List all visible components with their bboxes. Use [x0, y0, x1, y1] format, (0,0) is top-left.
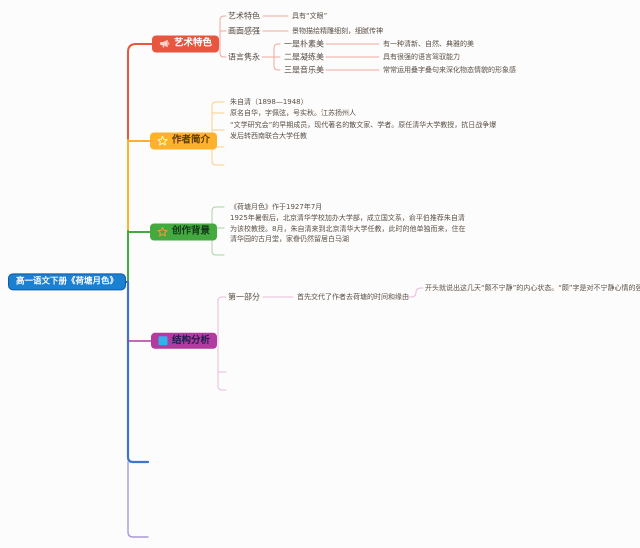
- root-node[interactable]: 高一语文下册《荷塘月色》: [8, 273, 127, 291]
- subtopic-picture-sense[interactable]: 画面感强: [228, 26, 260, 36]
- leaf-written-date[interactable]: 《荷塘月色》作于1927年7月: [230, 203, 323, 211]
- branch-node-art-features[interactable]: 艺术特色: [152, 35, 220, 53]
- branch-label: 创作背景: [172, 225, 211, 237]
- leaf-art-feature[interactable]: 具有“文眼”: [292, 12, 328, 20]
- branch-node-author-intro[interactable]: 作者简介: [150, 132, 218, 150]
- megaphone-icon: [159, 39, 170, 50]
- star-icon: [157, 135, 168, 147]
- subtopic-art-feature[interactable]: 艺术特色: [228, 11, 260, 21]
- leaf-author-name[interactable]: 朱自清（1898—1948）: [230, 98, 308, 106]
- branch-label: 艺术特色: [174, 37, 213, 49]
- leaf-part-one-note[interactable]: 开头就说出这几天“颇不宁静”的内心状态。“颇”字是对不宁静心情的强调: [425, 284, 640, 292]
- subtopic-concise-beauty[interactable]: 二是凝练美: [284, 52, 324, 62]
- subtopic-part-one[interactable]: 第一部分: [228, 292, 260, 302]
- branch-label: 结构分析: [172, 334, 211, 346]
- subtopic-language[interactable]: 语言隽永: [228, 52, 260, 62]
- branch-node-creation-background[interactable]: 创作背景: [150, 223, 218, 241]
- leaf-part-one[interactable]: 首先交代了作者去荷塘的时间和缘由: [297, 293, 409, 301]
- leaf-plain-beauty[interactable]: 有一种清新、自然、典雅的美: [383, 40, 474, 48]
- leaf-music-beauty[interactable]: 常常运用叠字叠句来深化物态情貌的形象感: [383, 66, 516, 74]
- subtopic-music-beauty[interactable]: 三是音乐美: [284, 65, 324, 75]
- spine-lines: [109, 43, 153, 538]
- root-node-label: 高一语文下册《荷塘月色》: [16, 276, 119, 287]
- subtopic-plain-beauty[interactable]: 一是朴素美: [284, 39, 324, 49]
- square-icon: [158, 336, 168, 346]
- leaf-background-story[interactable]: 1925年暑假后，北京清华学校加办大学部，成立国文系，俞平伯推荐朱自清为该校教授…: [230, 214, 466, 243]
- leaf-picture-sense[interactable]: 景物描绘精雕细刻，细腻传神: [292, 27, 383, 35]
- star-icon: [157, 226, 168, 238]
- leaf-author-career[interactable]: “文学研究会”的早期成员，现代著名的散文家、学者。原任清华大学教授，抗日战争爆发…: [230, 121, 497, 140]
- branch-structure-wires: [209, 287, 424, 391]
- branch-node-structure-analysis[interactable]: 结构分析: [151, 332, 218, 350]
- branch-art-wires: [209, 15, 380, 71]
- leaf-author-origin[interactable]: 原名自华，字佩弦，号实秋。江苏扬州人: [230, 109, 356, 117]
- leaf-concise-beauty[interactable]: 具有很强的语言驾驭能力: [383, 53, 460, 61]
- branch-label: 作者简介: [172, 134, 211, 146]
